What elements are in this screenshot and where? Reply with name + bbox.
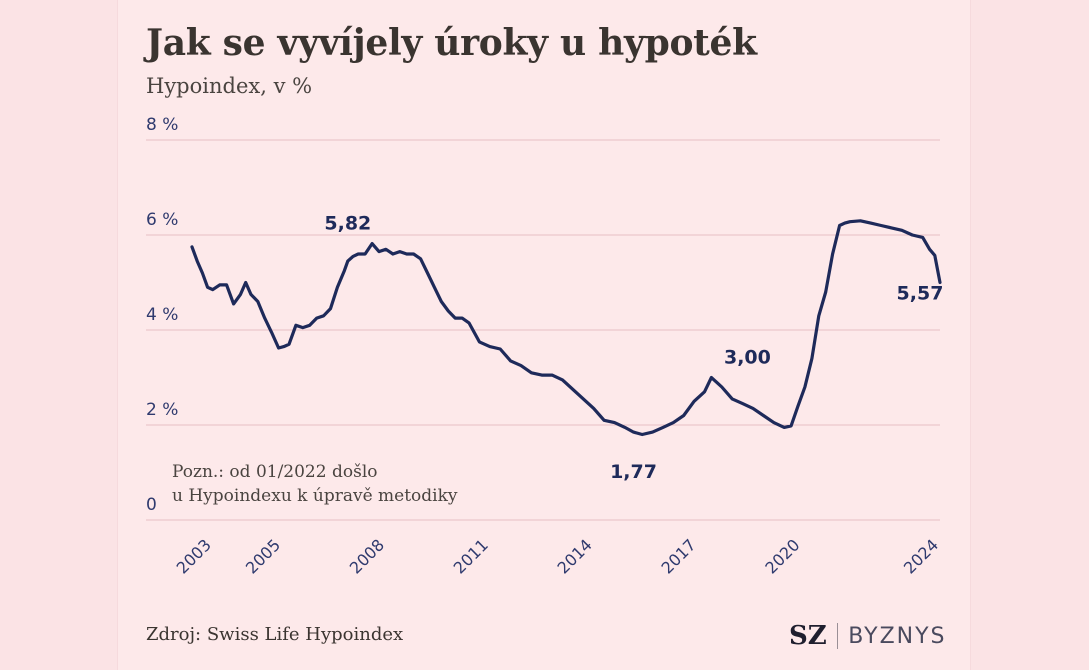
x-tick-label: 2024 xyxy=(900,535,942,577)
logo-divider xyxy=(836,623,839,649)
x-tick-label: 2003 xyxy=(173,535,215,577)
x-tick-label: 2020 xyxy=(761,535,803,577)
x-tick-label: 2008 xyxy=(346,535,388,577)
chart-card xyxy=(118,0,970,670)
y-tick-label: 6 % xyxy=(146,210,178,230)
y-tick-label: 2 % xyxy=(146,400,178,420)
annotation-label: 5,82 xyxy=(324,213,371,235)
annotation-label: 5,57 xyxy=(897,282,944,304)
annotation-label: 3,00 xyxy=(724,347,771,369)
x-tick-label: 2014 xyxy=(554,535,596,577)
y-tick-label: 4 % xyxy=(146,305,178,325)
y-axis-ticks: 0 2 % 4 % 6 % 8 % xyxy=(146,115,178,515)
logo-byznys: BYZNYS xyxy=(848,623,947,649)
x-tick-label: 2011 xyxy=(450,535,492,577)
y-tick-label: 8 % xyxy=(146,115,178,135)
x-axis-ticks: 2003 2005 2008 2011 2014 2017 2020 2024 xyxy=(173,535,942,577)
chart-title: Jak se vyvíjely úroky u hypoték xyxy=(146,22,757,64)
y-tick-label: 0 xyxy=(146,495,157,515)
source-text: Zdroj: Swiss Life Hypoindex xyxy=(146,624,404,645)
logo-sz: SZ xyxy=(789,621,827,651)
grid-lines xyxy=(146,139,940,521)
x-tick-label: 2017 xyxy=(657,535,699,577)
sz-byznys-logo: SZ BYZNYS xyxy=(789,620,947,652)
x-tick-label: 2005 xyxy=(242,535,284,577)
chart-subtitle: Hypoindex, v % xyxy=(146,74,313,98)
annotation-label: 1,77 xyxy=(610,461,657,483)
note-line-1: Pozn.: od 01/2022 došlo xyxy=(172,462,378,482)
series-line xyxy=(190,219,942,437)
annotations: 5,82 1,77 3,00 5,57 xyxy=(324,213,943,483)
note-line-2: u Hypoindexu k úpravě metodiky xyxy=(172,486,458,506)
